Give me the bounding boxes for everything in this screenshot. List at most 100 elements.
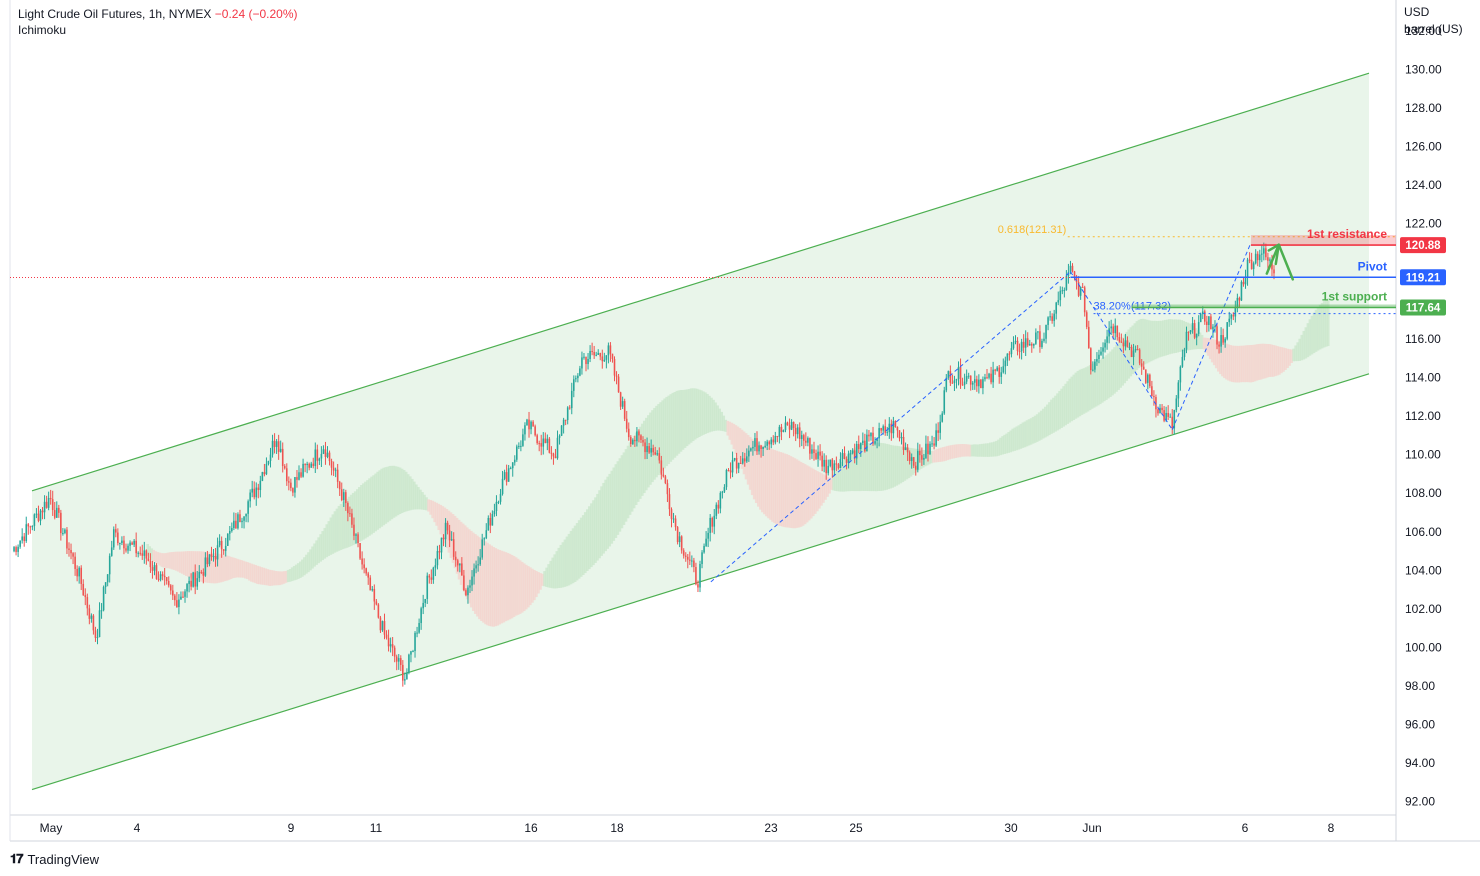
cloud-segment xyxy=(537,572,540,594)
cloud-segment xyxy=(1298,338,1302,361)
cloud-segment xyxy=(816,471,819,512)
candle-body xyxy=(680,536,683,551)
cloud-segment xyxy=(301,559,304,577)
cloud-segment xyxy=(158,552,162,566)
cloud-segment xyxy=(970,444,974,457)
cloud-segment xyxy=(1043,406,1047,438)
candle-body xyxy=(375,601,378,605)
cloud-segment xyxy=(588,506,591,570)
cloud-segment xyxy=(1296,342,1300,362)
cloud-segment xyxy=(1198,332,1202,350)
candle-body xyxy=(988,373,990,378)
cloud-segment xyxy=(968,444,972,457)
cloud-segment xyxy=(628,442,632,515)
cloud-segment xyxy=(553,554,557,589)
candle-body xyxy=(115,529,117,533)
candle-body xyxy=(507,468,510,482)
time-tick-label: 8 xyxy=(1328,821,1335,835)
cloud-segment xyxy=(844,457,848,492)
cloud-segment xyxy=(1113,347,1116,394)
cloud-segment xyxy=(848,452,852,492)
cloud-segment xyxy=(321,531,325,561)
cloud-segment xyxy=(1145,319,1149,364)
candle-body xyxy=(650,448,652,453)
candle-body xyxy=(1079,286,1082,296)
candle-body xyxy=(13,547,15,552)
candle-body xyxy=(53,510,56,518)
cloud-segment xyxy=(492,547,496,627)
cloud-segment xyxy=(313,543,316,567)
candle-body xyxy=(778,426,781,437)
candle-body xyxy=(843,453,846,459)
candle-body xyxy=(923,457,925,460)
candle-body xyxy=(809,438,811,454)
cloud-segment xyxy=(480,538,483,621)
cloud-segment xyxy=(288,569,292,582)
cloud-segment xyxy=(1237,345,1241,383)
cloud-segment xyxy=(606,476,610,549)
candle-body xyxy=(695,567,697,585)
candle-body xyxy=(900,436,903,439)
candle-body xyxy=(921,455,923,460)
candle-body xyxy=(265,463,268,475)
candle-body xyxy=(719,492,722,509)
cloud-segment xyxy=(248,562,251,581)
cloud-segment xyxy=(185,551,188,577)
cloud-segment xyxy=(614,464,618,538)
candle-body xyxy=(967,375,970,377)
cloud-segment xyxy=(659,402,662,473)
cloud-segment xyxy=(1107,353,1110,399)
candle-body xyxy=(1187,331,1190,333)
cloud-segment xyxy=(563,539,567,587)
cloud-segment xyxy=(586,509,589,572)
candle-body xyxy=(456,560,459,566)
cloud-segment xyxy=(832,474,835,491)
cloud-segment xyxy=(353,491,357,545)
candle-body xyxy=(605,355,608,360)
cloud-segment xyxy=(984,443,988,457)
cloud-segment xyxy=(1192,326,1196,350)
candle-body xyxy=(367,573,370,578)
cloud-segment xyxy=(771,449,774,522)
cloud-segment xyxy=(1280,347,1283,374)
price-tick-label: 106.00 xyxy=(1405,525,1442,539)
candle-body xyxy=(1096,359,1098,362)
candle-body xyxy=(994,369,996,371)
candle-body xyxy=(711,517,714,527)
cloud-segment xyxy=(1188,323,1192,351)
candle-body xyxy=(49,497,52,500)
cloud-segment xyxy=(1294,345,1298,362)
cloud-segment xyxy=(319,534,322,562)
cloud-segment xyxy=(734,425,738,454)
candle-body xyxy=(31,525,34,527)
pattern-line xyxy=(1171,242,1252,430)
cloud-segment xyxy=(431,500,434,519)
cloud-segment xyxy=(927,450,931,465)
fib-618-label: 0.618(121.31) xyxy=(998,224,1067,236)
cloud-segment xyxy=(1084,367,1088,413)
candle-body xyxy=(803,435,805,441)
cloud-segment xyxy=(744,433,748,480)
cloud-segment xyxy=(1153,320,1157,360)
cloud-segment xyxy=(246,562,249,580)
cloud-segment xyxy=(1149,320,1153,362)
cloud-segment xyxy=(498,549,502,625)
candle-body xyxy=(855,443,858,459)
cloud-segment xyxy=(258,566,261,585)
cloud-segment xyxy=(164,553,168,569)
candle-body xyxy=(741,458,744,464)
candle-body xyxy=(1185,331,1188,350)
cloud-segment xyxy=(1239,345,1243,383)
tradingview-brand[interactable]: 𝟏𝟕 TradingView xyxy=(10,851,99,867)
candle-body xyxy=(247,501,249,514)
cloud-segment xyxy=(1292,348,1295,362)
cloud-segment xyxy=(244,561,247,579)
cloud-segment xyxy=(777,451,780,526)
indicator-label[interactable]: Ichimoku xyxy=(18,23,67,37)
cloud-segment xyxy=(1137,319,1141,369)
cloud-segment xyxy=(693,388,697,440)
cloud-segment xyxy=(748,436,752,490)
candle-body xyxy=(754,438,756,447)
cloud-segment xyxy=(999,437,1002,456)
